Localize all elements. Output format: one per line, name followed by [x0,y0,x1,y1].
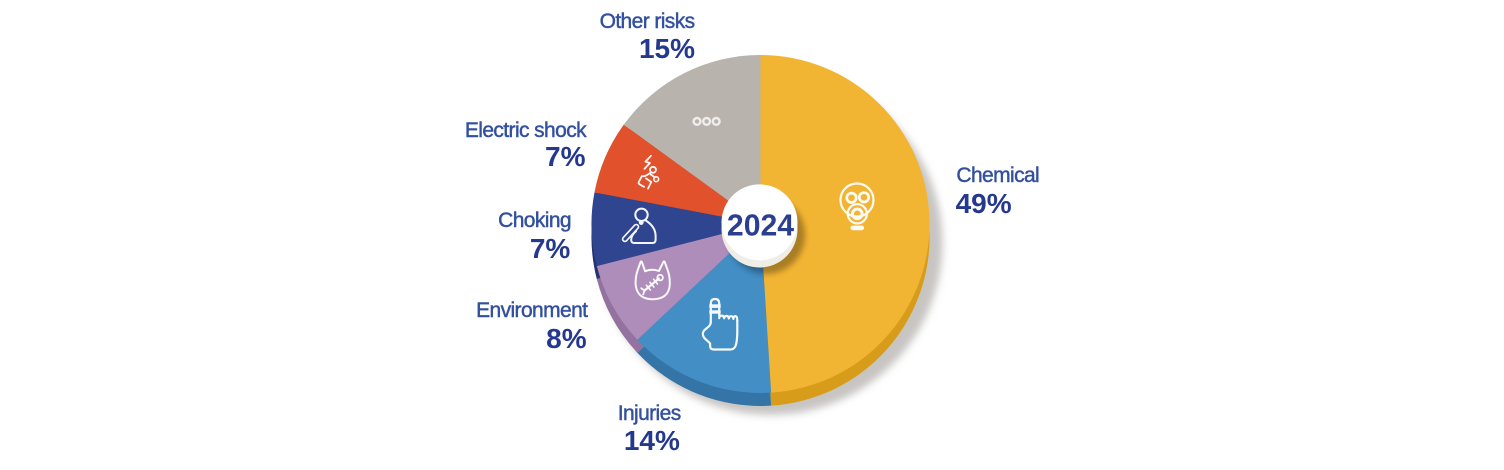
svg-text:2024: 2024 [727,209,794,242]
